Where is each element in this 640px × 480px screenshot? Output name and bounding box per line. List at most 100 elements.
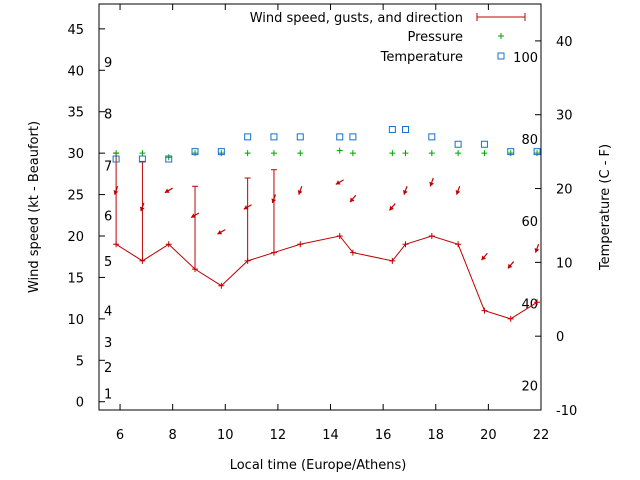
temperature-point [112,155,120,163]
legend-label-temperature: Temperature [380,50,463,65]
pressure-point [244,150,251,157]
pressure-point [270,150,277,157]
fahrenheit-label: 20 [521,380,538,395]
wind-speed-point [481,307,488,314]
beaufort-label: 9 [104,56,112,71]
wind-direction-arrowhead [429,181,434,187]
axes-layer: 6 8 10 12 14 16 18 20 22051015202530354045-10010… [67,4,577,443]
fahrenheit-label: 80 [521,133,538,148]
y-left-tick-label: 0 [76,396,84,411]
y-right-tick-label: 20 [556,183,573,198]
beaufort-label: 8 [104,107,112,122]
y-axis-label-left: Wind speed (kt - Beaufort) [27,121,42,293]
y-left-tick-label: 10 [67,313,84,328]
temperature-point [296,133,304,141]
temperature-point [336,133,344,141]
beaufort-label: 6 [104,209,112,224]
temperature-point [270,133,278,141]
temperature-point [480,140,488,148]
beaufort-label: 7 [104,160,112,175]
beaufort-label: 3 [104,336,112,351]
temperature-point [402,125,410,133]
pressure-point [297,150,304,157]
legend-label-pressure: Pressure [407,30,463,45]
pressure-point [336,147,343,154]
wind-direction-arrowhead [139,206,145,212]
beaufort-label: 2 [104,361,112,376]
wind-speed-point [428,233,435,239]
wind-direction-arrowhead [402,190,408,195]
temperature-point [191,148,199,156]
y-axis-label-right: Temperature (C - F) [598,144,613,271]
y-right-tick-label: 40 [556,35,573,50]
wind-speed-point [507,315,514,322]
temperature-point [388,125,396,133]
x-tick-label: 16 [375,428,392,443]
x-tick-label: 22 [533,428,550,443]
wind-direction-arrowhead [507,263,513,269]
y-left-tick-label: 40 [67,64,84,79]
y-left-tick-label: 25 [67,189,84,204]
pressure-point [402,150,409,157]
x-tick-label: 18 [427,428,444,443]
beaufort-label: 4 [104,305,112,320]
pressure-point [192,150,199,157]
wind-direction-arrowhead [191,213,196,218]
temperature-point [428,133,436,141]
wind-direction-arrowhead [534,248,540,253]
temperature-point [244,133,252,141]
wind-speed-point [336,233,343,239]
temperature-point [349,133,357,141]
x-tick-label: 6 [116,428,124,443]
fahrenheit-label: 60 [521,215,538,230]
pressure-point [349,150,356,157]
pressure-point [481,150,488,157]
series-layer [112,125,541,322]
beaufort-label: 1 [104,387,112,402]
pressure-point [165,154,172,161]
x-axis-label: Local time (Europe/Athens) [230,458,407,473]
pressure-point [139,150,146,157]
y-left-tick-label: 45 [67,23,84,38]
y-left-tick-label: 30 [67,147,84,162]
wind-direction-arrowhead [217,229,223,235]
wind-direction-arrowhead [389,205,394,211]
pressure-point [113,150,120,157]
wind-direction-arrowhead [335,180,341,185]
y-right-tick-label: 0 [556,330,564,345]
wind-speed-point [297,241,304,248]
wind-direction-arrowhead [164,188,170,193]
beaufort-label: 5 [104,255,112,270]
plot-border [98,3,542,411]
pressure-point [389,150,396,157]
y-left-tick-label: 5 [76,354,84,369]
y-right-tick-label: 30 [556,109,573,124]
wind-speed-point [534,299,541,306]
x-tick-label: 12 [270,428,287,443]
temperature-point [507,148,515,156]
wind-direction-arrowhead [481,255,487,261]
y-right-tick-label: -10 [556,404,577,419]
pressure-point [455,150,462,157]
x-tick-label: 10 [217,428,234,443]
wind-speed-point [455,241,462,248]
wind-direction-arrowhead [271,198,277,203]
x-tick-label: 20 [480,428,497,443]
wind-direction-arrowhead [455,190,461,195]
wind-speed-point [349,249,356,256]
legend-sample-pressure [498,33,504,39]
wind-speed-point [165,241,172,248]
plot-frame-layer [98,3,542,411]
pressure-point [534,150,541,157]
pressure-point [218,150,225,157]
wind-direction-arrowhead [243,205,249,210]
temperature-point [138,155,146,163]
y-right-tick-label: 10 [556,256,573,271]
wind-speed-point [402,241,409,248]
legend: Wind speed, gusts, and direction Pressur… [250,11,526,65]
wind-direction-arrowhead [113,190,119,195]
legend-sample-temperature [497,52,505,60]
y-left-tick-label: 35 [67,106,84,121]
pressure-point [507,150,514,157]
